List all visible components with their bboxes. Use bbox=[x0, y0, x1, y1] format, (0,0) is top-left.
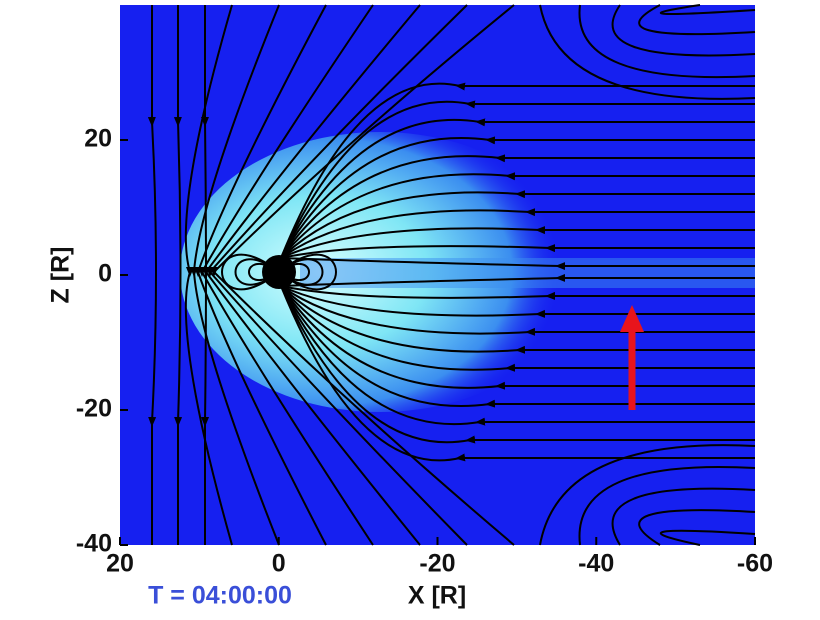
field-line bbox=[660, 529, 756, 546]
earth bbox=[262, 255, 296, 289]
field-line bbox=[210, 4, 515, 546]
field-line bbox=[611, 487, 756, 546]
field-line bbox=[206, 4, 468, 546]
y-tick-label: -40 bbox=[76, 530, 112, 558]
field-line bbox=[200, 5, 210, 545]
field-line bbox=[280, 285, 755, 372]
field-line bbox=[280, 100, 755, 259]
field-line bbox=[578, 4, 756, 79]
field-line bbox=[280, 285, 755, 462]
x-tick-label: 0 bbox=[272, 550, 286, 578]
field-lines bbox=[147, 4, 756, 546]
field-line bbox=[280, 154, 755, 259]
field-line bbox=[638, 509, 756, 546]
field-line bbox=[539, 4, 756, 100]
field-line bbox=[202, 4, 421, 546]
field-line bbox=[280, 118, 755, 259]
y-tick-label: -20 bbox=[76, 395, 112, 423]
field-line bbox=[280, 285, 755, 336]
y-tick-label: 20 bbox=[84, 125, 112, 153]
field-line bbox=[190, 4, 280, 546]
field-line bbox=[280, 285, 755, 318]
x-axis-label: X [R] bbox=[408, 582, 466, 610]
field-line bbox=[280, 285, 755, 300]
field-line bbox=[280, 190, 755, 259]
field-line bbox=[280, 285, 755, 390]
field-line bbox=[280, 208, 755, 259]
field-line bbox=[173, 5, 183, 545]
x-tick-label: -60 bbox=[737, 550, 773, 578]
field-line bbox=[278, 258, 324, 286]
field-line bbox=[638, 4, 756, 36]
field-line bbox=[278, 253, 337, 291]
field-line bbox=[147, 5, 157, 545]
field-line bbox=[280, 136, 755, 259]
field-line bbox=[280, 244, 755, 259]
field-line bbox=[578, 466, 756, 546]
field-line bbox=[280, 172, 755, 259]
field-line bbox=[280, 226, 755, 259]
field-line bbox=[611, 4, 756, 57]
y-tick-label: 0 bbox=[98, 260, 112, 288]
time-annotation: T = 04:00:00 bbox=[148, 582, 292, 610]
arrow-head bbox=[620, 305, 644, 332]
field-line bbox=[280, 285, 755, 354]
x-tick-label: 20 bbox=[106, 550, 134, 578]
field-line bbox=[660, 4, 756, 15]
x-tick-label: -20 bbox=[419, 550, 455, 578]
field-line bbox=[194, 4, 327, 546]
field-line bbox=[280, 285, 755, 408]
plot-area bbox=[119, 4, 756, 546]
field-line bbox=[221, 253, 280, 291]
field-line bbox=[539, 444, 756, 546]
x-tick-label: -40 bbox=[578, 550, 614, 578]
field-line bbox=[280, 285, 755, 444]
field-line bbox=[280, 285, 755, 426]
field-line bbox=[280, 82, 755, 259]
field-line bbox=[184, 4, 233, 546]
field-line bbox=[234, 258, 280, 286]
field-line bbox=[198, 4, 374, 546]
y-axis-label: Z [R] bbox=[47, 247, 75, 304]
